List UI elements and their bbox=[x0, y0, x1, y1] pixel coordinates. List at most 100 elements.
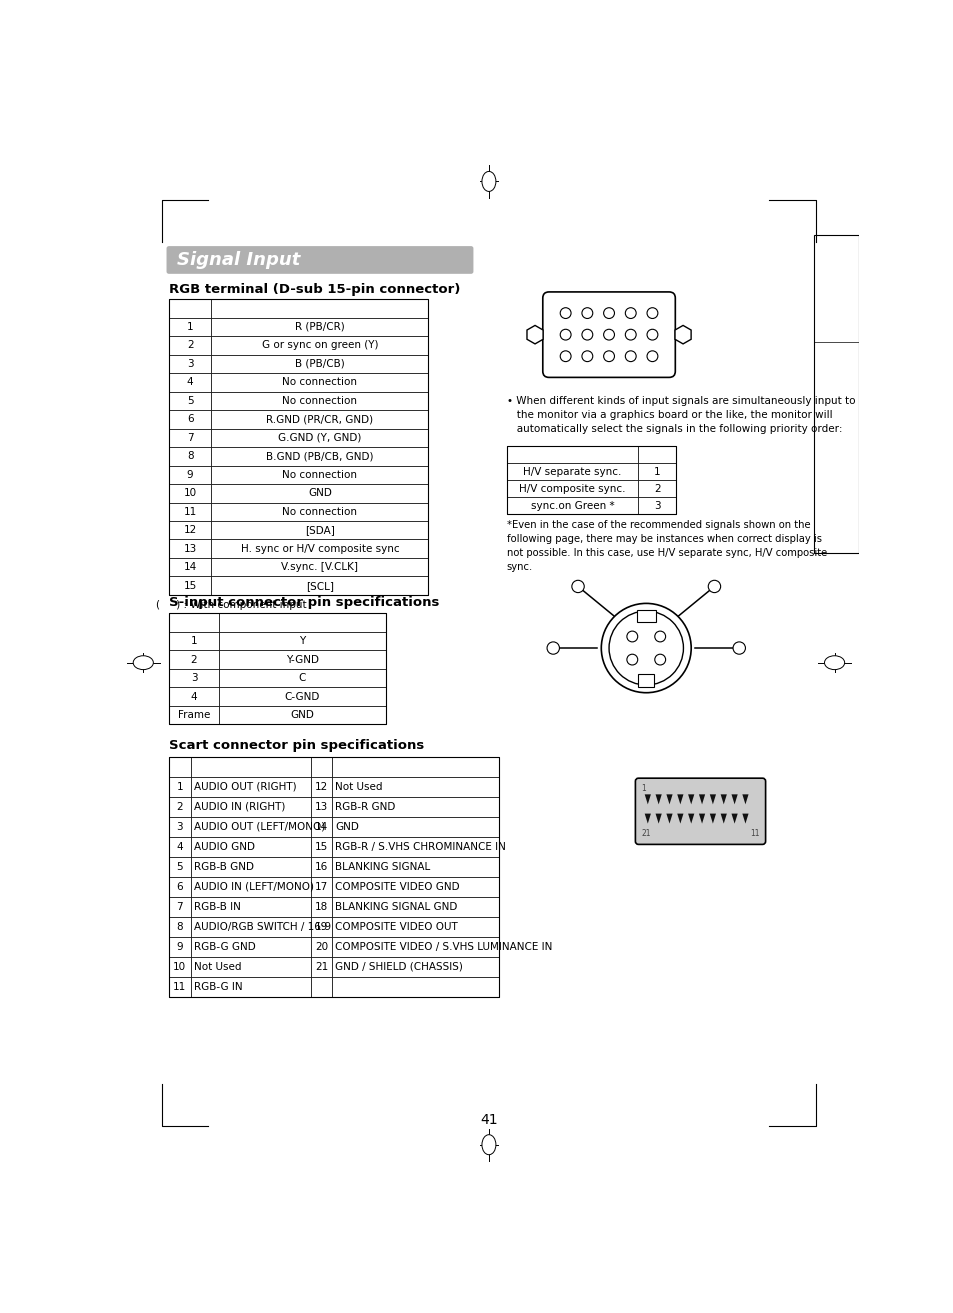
Polygon shape bbox=[709, 794, 716, 805]
Bar bbox=[169, 318, 212, 336]
FancyBboxPatch shape bbox=[635, 779, 765, 844]
Bar bbox=[191, 756, 311, 777]
Bar bbox=[169, 466, 212, 484]
Circle shape bbox=[707, 580, 720, 592]
Text: R.GND (PR/CR, GND): R.GND (PR/CR, GND) bbox=[266, 415, 374, 424]
Polygon shape bbox=[655, 814, 661, 823]
Text: 19: 19 bbox=[314, 922, 328, 932]
Text: AUDIO GND: AUDIO GND bbox=[193, 842, 254, 852]
Text: C: C bbox=[298, 674, 306, 683]
Bar bbox=[212, 448, 428, 466]
Polygon shape bbox=[666, 794, 672, 805]
Bar bbox=[311, 797, 332, 817]
Circle shape bbox=[559, 330, 571, 340]
Bar bbox=[638, 481, 675, 498]
Bar bbox=[169, 777, 191, 797]
Text: Y-GND: Y-GND bbox=[286, 655, 318, 664]
Text: 6: 6 bbox=[187, 415, 193, 424]
Bar bbox=[311, 957, 332, 977]
Bar bbox=[638, 463, 675, 481]
Text: 3: 3 bbox=[653, 500, 659, 511]
Bar bbox=[219, 650, 385, 668]
Bar bbox=[169, 299, 428, 595]
Text: AUDIO IN (LEFT/MONO): AUDIO IN (LEFT/MONO) bbox=[193, 882, 314, 892]
Bar bbox=[169, 336, 212, 355]
Text: COMPOSITE VIDEO GND: COMPOSITE VIDEO GND bbox=[335, 882, 459, 892]
Circle shape bbox=[603, 351, 614, 361]
Text: 1: 1 bbox=[187, 322, 193, 332]
Text: 5: 5 bbox=[187, 397, 193, 406]
Text: AUDIO OUT (RIGHT): AUDIO OUT (RIGHT) bbox=[193, 781, 296, 792]
Bar bbox=[169, 756, 191, 777]
Bar bbox=[332, 777, 498, 797]
Text: 5: 5 bbox=[176, 861, 183, 872]
Bar bbox=[212, 540, 428, 558]
Text: G.GND (Y, GND): G.GND (Y, GND) bbox=[278, 433, 361, 442]
Bar bbox=[311, 877, 332, 897]
Text: RGB terminal (D-sub 15-pin connector): RGB terminal (D-sub 15-pin connector) bbox=[169, 284, 459, 295]
Text: 13: 13 bbox=[314, 802, 328, 811]
Circle shape bbox=[603, 330, 614, 340]
Circle shape bbox=[603, 307, 614, 319]
Bar bbox=[332, 897, 498, 916]
Circle shape bbox=[581, 330, 592, 340]
Bar bbox=[332, 916, 498, 936]
Text: H/V composite sync.: H/V composite sync. bbox=[518, 483, 625, 494]
Bar bbox=[311, 977, 332, 997]
Text: 21: 21 bbox=[641, 830, 650, 838]
Text: 9: 9 bbox=[176, 941, 183, 952]
Text: RGB-B GND: RGB-B GND bbox=[193, 861, 253, 872]
Polygon shape bbox=[644, 794, 650, 805]
Bar bbox=[311, 817, 332, 836]
Bar bbox=[332, 957, 498, 977]
Bar bbox=[219, 687, 385, 706]
Text: 8: 8 bbox=[187, 452, 193, 461]
Polygon shape bbox=[687, 814, 694, 823]
Bar bbox=[169, 299, 212, 318]
Bar bbox=[212, 576, 428, 595]
Bar bbox=[169, 706, 219, 725]
Bar bbox=[506, 481, 638, 498]
Polygon shape bbox=[731, 814, 737, 823]
Circle shape bbox=[559, 307, 571, 319]
Text: 11: 11 bbox=[749, 830, 759, 838]
Text: 12: 12 bbox=[183, 525, 196, 536]
Bar bbox=[506, 446, 675, 515]
Bar bbox=[212, 484, 428, 503]
Text: AUDIO/RGB SWITCH / 16:9: AUDIO/RGB SWITCH / 16:9 bbox=[193, 922, 331, 932]
Circle shape bbox=[646, 351, 658, 361]
Bar bbox=[311, 756, 332, 777]
Bar bbox=[311, 836, 332, 856]
Text: BLANKING SIGNAL GND: BLANKING SIGNAL GND bbox=[335, 902, 457, 911]
Polygon shape bbox=[709, 814, 716, 823]
Circle shape bbox=[654, 654, 665, 664]
Text: AUDIO IN (RIGHT): AUDIO IN (RIGHT) bbox=[193, 802, 285, 811]
Bar bbox=[212, 355, 428, 373]
Text: V.sync. [V.CLK]: V.sync. [V.CLK] bbox=[281, 562, 358, 572]
Text: GND: GND bbox=[291, 710, 314, 720]
Polygon shape bbox=[677, 814, 682, 823]
Polygon shape bbox=[526, 326, 542, 344]
Text: S-input connector pin specifications: S-input connector pin specifications bbox=[169, 596, 438, 609]
Bar bbox=[637, 609, 655, 622]
Text: 14: 14 bbox=[314, 822, 328, 831]
Bar bbox=[169, 977, 191, 997]
Circle shape bbox=[624, 330, 636, 340]
Ellipse shape bbox=[481, 1134, 496, 1154]
Text: B (PB/CB): B (PB/CB) bbox=[294, 358, 344, 369]
Bar bbox=[169, 521, 212, 540]
Bar bbox=[332, 797, 498, 817]
Text: Not Used: Not Used bbox=[335, 781, 382, 792]
Text: COMPOSITE VIDEO OUT: COMPOSITE VIDEO OUT bbox=[335, 922, 457, 932]
Bar bbox=[332, 756, 498, 777]
Bar bbox=[169, 576, 212, 595]
Circle shape bbox=[646, 330, 658, 340]
Bar bbox=[169, 817, 191, 836]
Bar bbox=[169, 836, 191, 856]
Circle shape bbox=[581, 307, 592, 319]
Polygon shape bbox=[666, 814, 672, 823]
Bar bbox=[212, 391, 428, 410]
Text: Frame: Frame bbox=[177, 710, 210, 720]
Text: AUDIO OUT (LEFT/MONO): AUDIO OUT (LEFT/MONO) bbox=[193, 822, 325, 831]
Bar bbox=[212, 503, 428, 521]
